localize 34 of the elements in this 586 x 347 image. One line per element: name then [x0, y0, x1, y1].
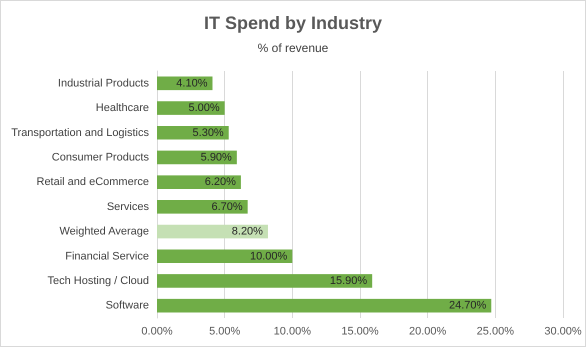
y-tick-label: Healthcare — [96, 102, 149, 114]
y-tick-label: Transportation and Logistics — [11, 126, 150, 139]
x-tick-label: 30.00% — [544, 326, 582, 338]
x-tick-label: 5.00% — [209, 326, 240, 338]
data-label: 10.00% — [250, 250, 288, 262]
data-label: 6.70% — [211, 200, 243, 213]
x-tick-label: 10.00% — [274, 326, 312, 338]
bar — [157, 274, 372, 288]
data-label: 8.20% — [232, 226, 264, 238]
y-tick-label: Tech Hosting / Cloud — [48, 274, 149, 287]
y-tick-label: Services — [106, 200, 150, 213]
y-tick-label: Financial Service — [65, 250, 149, 262]
x-tick-label: 25.00% — [476, 326, 514, 338]
x-tick-label: 0.00% — [141, 326, 173, 338]
data-label: 5.30% — [192, 126, 224, 139]
data-label: 5.90% — [200, 151, 232, 164]
bar — [157, 200, 248, 214]
y-tick-label: Weighted Average — [60, 226, 149, 238]
data-label: 5.00% — [188, 102, 220, 114]
y-tick-label: Software — [106, 300, 149, 312]
y-tick-label: Consumer Products — [52, 151, 150, 164]
chart-title: IT Spend by Industry — [204, 13, 382, 33]
y-tick-label: Retail and eCommerce — [36, 176, 149, 188]
chart-subtitle: % of revenue — [258, 41, 329, 55]
data-label: 4.10% — [176, 77, 208, 90]
bar — [157, 298, 492, 312]
bar — [157, 224, 268, 238]
bar — [157, 249, 292, 264]
data-label: 24.70% — [448, 300, 486, 312]
y-tick-label: Industrial Products — [58, 77, 150, 90]
data-label: 6.20% — [204, 176, 236, 188]
data-label: 15.90% — [330, 274, 368, 287]
x-tick-label: 15.00% — [341, 326, 379, 338]
x-tick-label: 20.00% — [409, 326, 447, 338]
